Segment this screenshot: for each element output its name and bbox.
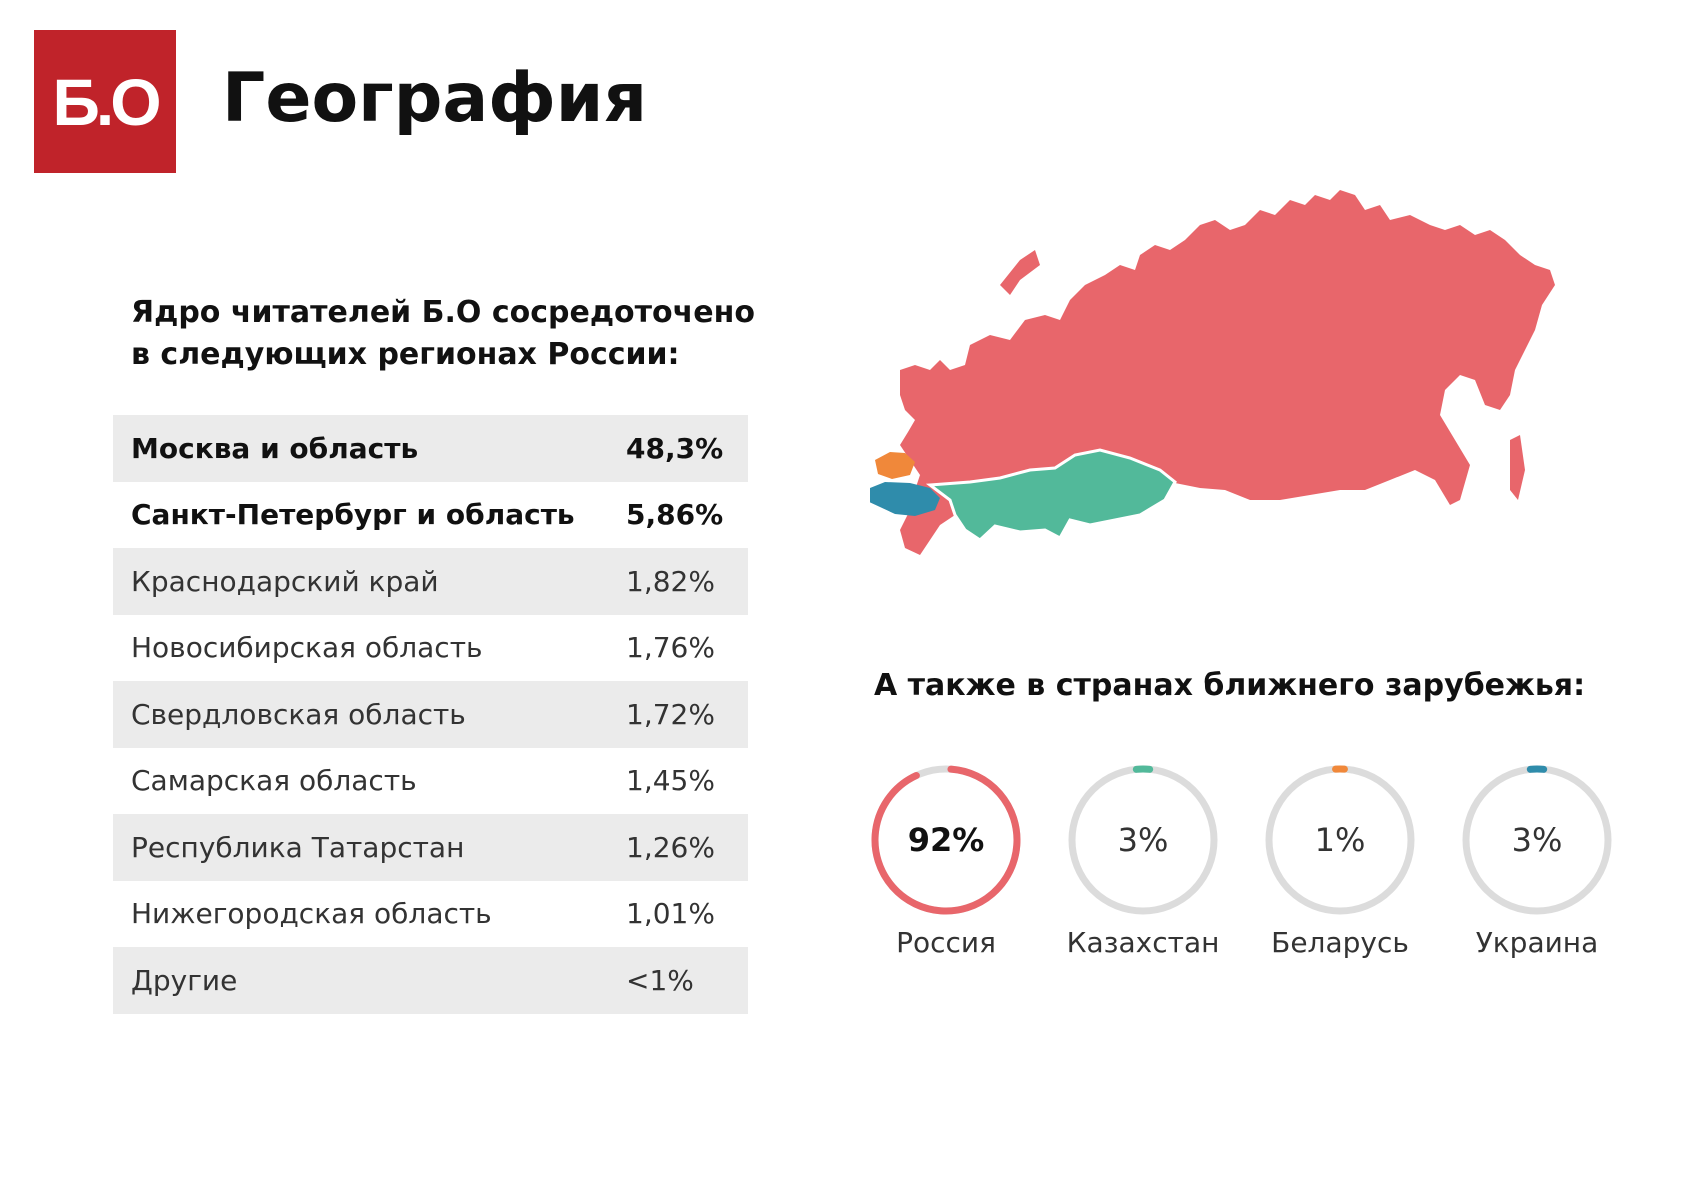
region-row: Самарская область 1,45% xyxy=(113,748,748,815)
region-name: Санкт-Петербург и область xyxy=(131,498,575,532)
region-name: Республика Татарстан xyxy=(113,814,626,881)
map-novaya-zemlya xyxy=(1000,250,1040,295)
map-belarus xyxy=(875,452,915,479)
donut-2: 3% Казахстан xyxy=(1063,760,1223,959)
region-row: Новосибирская область 1,76% xyxy=(113,615,748,682)
region-value: 1,45% xyxy=(626,764,715,798)
donut-arc xyxy=(1068,765,1218,915)
donut-ring xyxy=(1068,765,1218,915)
donut-value: 3% xyxy=(1511,821,1563,859)
donut-value: 3% xyxy=(1117,821,1169,859)
region-value: 1,01% xyxy=(626,897,715,931)
donut-3: 1% Беларусь xyxy=(1260,760,1420,959)
donut-label: Казахстан xyxy=(1066,926,1220,959)
donut-ring xyxy=(1462,765,1612,915)
donut-arc xyxy=(871,765,1021,915)
abroad-title: А также в странах ближнего зарубежья: xyxy=(874,668,1586,703)
region-value: 5,86% xyxy=(626,498,724,532)
donut-1: 92% Россия xyxy=(866,760,1026,959)
donut-label: Беларусь xyxy=(1271,926,1409,959)
region-value: 1,76% xyxy=(626,631,715,665)
region-value: 1,72% xyxy=(626,681,748,748)
donut-label: Россия xyxy=(896,926,996,959)
map-svg xyxy=(865,190,1555,555)
region-row: Нижегородская область 1,01% xyxy=(113,881,748,948)
donut-label: Украина xyxy=(1475,926,1599,959)
region-name: Краснодарский край xyxy=(113,548,626,615)
region-row: Республика Татарстан 1,26% xyxy=(113,814,748,881)
map xyxy=(865,170,1650,594)
region-name: Свердловская область xyxy=(113,681,626,748)
region-row: Свердловская область 1,72% xyxy=(113,681,748,748)
region-value: 48,3% xyxy=(626,415,748,482)
donut-arc xyxy=(1462,765,1612,915)
region-value: 1,82% xyxy=(626,548,748,615)
region-value: 1,26% xyxy=(626,814,748,881)
region-row: Санкт-Петербург и область 5,86% xyxy=(113,482,748,549)
region-name: Нижегородская область xyxy=(131,897,492,931)
region-row: Москва и область 48,3% xyxy=(113,415,748,482)
region-row: Краснодарский край 1,82% xyxy=(113,548,748,615)
donut-value: 92% xyxy=(907,821,985,859)
map-russia xyxy=(900,190,1555,505)
region-row: Другие <1% xyxy=(113,947,748,1014)
region-name: Москва и область xyxy=(113,415,626,482)
logo: Б.О xyxy=(34,30,176,173)
donut-4: 3% Украина xyxy=(1457,760,1617,959)
logo-text: Б.О xyxy=(52,64,161,139)
region-name: Самарская область xyxy=(131,764,417,798)
donut-arc xyxy=(1265,765,1415,915)
regions-subtitle: Ядро читателей Б.О сосредоточено в следу… xyxy=(131,295,755,372)
regions-table: Москва и область 48,3% Санкт-Петербург и о… xyxy=(113,415,748,1014)
region-value: <1% xyxy=(626,947,748,1014)
map-sakhalin xyxy=(1510,435,1525,500)
region-name: Другие xyxy=(113,947,626,1014)
donut-value: 1% xyxy=(1314,821,1366,859)
donut-ring xyxy=(871,765,1021,915)
page-title: География xyxy=(222,59,648,138)
region-name: Новосибирская область xyxy=(131,631,483,665)
map-ukraine xyxy=(865,482,940,516)
donut-ring xyxy=(1265,765,1415,915)
map-kazakhstan xyxy=(925,448,1177,542)
